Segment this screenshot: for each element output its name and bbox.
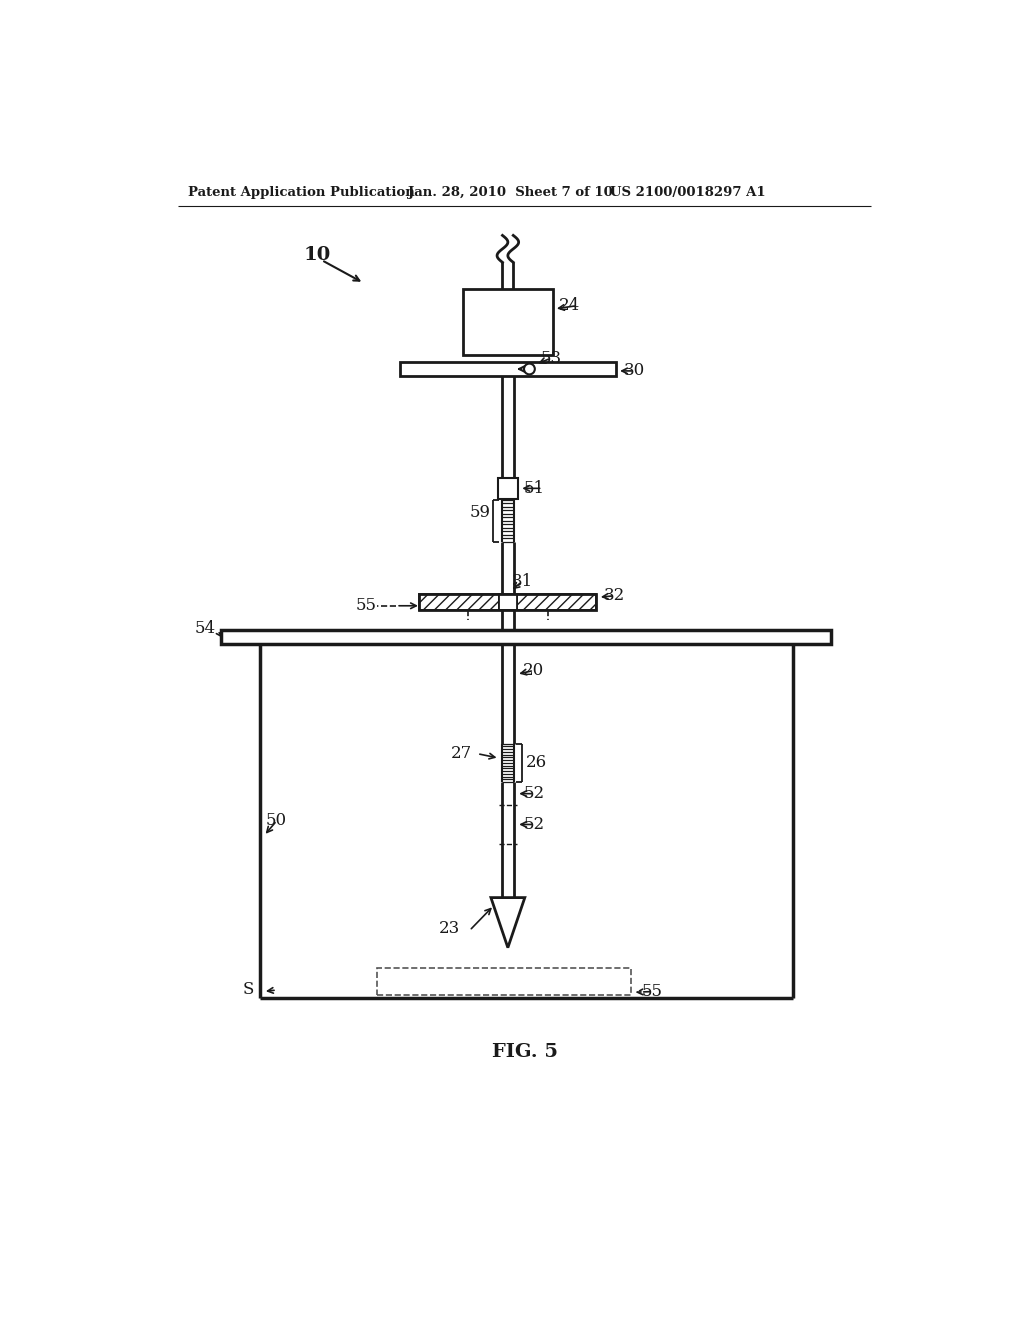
Text: 27: 27 <box>452 744 472 762</box>
Text: 51: 51 <box>524 480 545 496</box>
Text: Patent Application Publication: Patent Application Publication <box>188 186 415 199</box>
Bar <box>499 594 517 610</box>
Bar <box>400 363 615 376</box>
Text: 52: 52 <box>523 816 545 833</box>
Text: S: S <box>243 982 254 998</box>
Text: 10: 10 <box>304 246 331 264</box>
Bar <box>221 630 831 644</box>
Bar <box>419 594 499 610</box>
Bar <box>377 969 631 995</box>
Bar <box>419 594 596 610</box>
Text: 23: 23 <box>439 920 460 937</box>
Text: 53: 53 <box>541 350 561 367</box>
Text: 59: 59 <box>469 504 490 521</box>
Circle shape <box>524 363 535 375</box>
Text: Jan. 28, 2010  Sheet 7 of 10: Jan. 28, 2010 Sheet 7 of 10 <box>408 186 612 199</box>
Text: 26: 26 <box>525 754 547 771</box>
Text: 50: 50 <box>266 812 287 829</box>
Text: 20: 20 <box>523 661 545 678</box>
Polygon shape <box>490 898 524 948</box>
Text: 30: 30 <box>624 363 645 379</box>
Text: US 2100/0018297 A1: US 2100/0018297 A1 <box>609 186 765 199</box>
Bar <box>498 478 518 499</box>
Text: 55: 55 <box>642 983 663 1001</box>
Bar <box>463 289 553 355</box>
Text: 31: 31 <box>512 573 532 590</box>
Text: 55: 55 <box>356 597 377 614</box>
Text: 24: 24 <box>559 297 580 314</box>
Text: 52: 52 <box>523 785 545 803</box>
Text: FIG. 5: FIG. 5 <box>492 1043 558 1060</box>
Bar <box>517 594 596 610</box>
Text: 32: 32 <box>604 587 626 605</box>
Text: 54: 54 <box>195 620 215 638</box>
